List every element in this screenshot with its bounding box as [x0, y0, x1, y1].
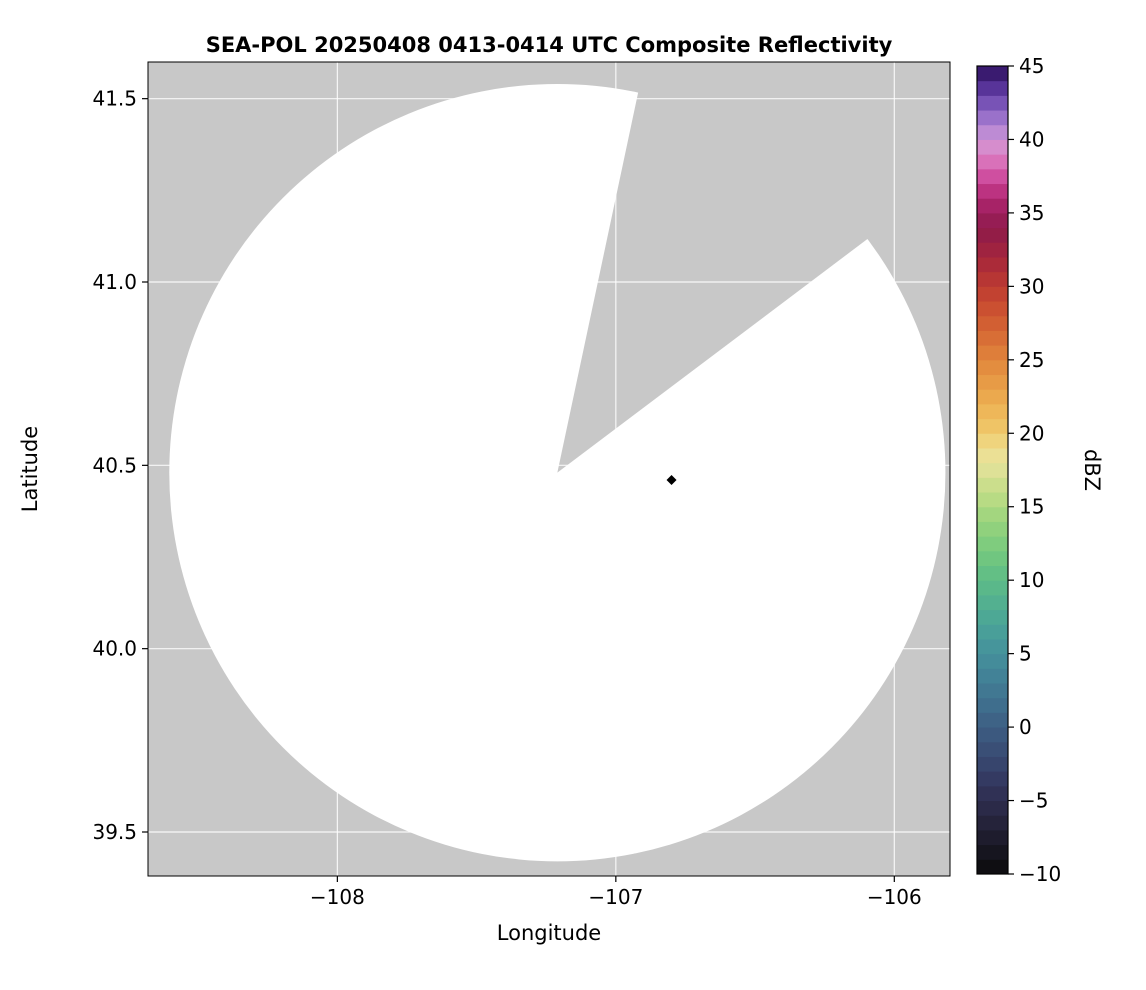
missing-sector-wedge: [557, 62, 950, 473]
x-tick-label: −108: [310, 885, 365, 909]
colorbar-band: [977, 80, 1008, 96]
colorbar-band: [977, 727, 1008, 743]
chart-title: SEA-POL 20250408 0413-0414 UTC Composite…: [205, 33, 893, 57]
colorbar-tick-label: 10: [1019, 568, 1044, 592]
colorbar-band: [977, 66, 1008, 82]
colorbar: 45 40 35 30 25 20 15 10 5 0 −5 −10: [976, 54, 1061, 886]
colorbar-band: [977, 844, 1008, 860]
colorbar-band: [977, 359, 1008, 376]
colorbar-band: [977, 859, 1008, 875]
colorbar-band: [977, 212, 1008, 229]
colorbar-band: [977, 771, 1008, 787]
colorbar-tick-label: 20: [1019, 421, 1044, 445]
colorbar-band: [977, 418, 1008, 434]
colorbar-band: [977, 389, 1008, 405]
colorbar-band: [977, 741, 1008, 757]
colorbar-band: [977, 242, 1008, 258]
colorbar-band: [977, 271, 1008, 287]
colorbar-tick-label: 5: [1019, 642, 1032, 666]
colorbar-band: [977, 286, 1008, 302]
colorbar-band: [977, 624, 1008, 640]
colorbar-band: [977, 301, 1008, 317]
colorbar-band: [977, 829, 1008, 846]
x-tick-label: −107: [588, 885, 643, 909]
colorbar-band: [977, 462, 1008, 478]
colorbar-band: [977, 477, 1008, 493]
x-axis-label: Longitude: [496, 921, 602, 945]
colorbar-band: [977, 345, 1008, 361]
colorbar-tick-label: 45: [1019, 54, 1044, 78]
colorbar-band: [977, 315, 1008, 331]
colorbar-band: [977, 653, 1008, 669]
colorbar-band: [977, 110, 1008, 126]
colorbar-band: [977, 565, 1008, 581]
y-tick-label: 40.0: [92, 637, 137, 661]
colorbar-band: [977, 433, 1008, 449]
colorbar-band: [977, 403, 1008, 420]
colorbar-band: [977, 168, 1008, 185]
colorbar-band: [977, 800, 1008, 816]
colorbar-band: [977, 330, 1008, 346]
colorbar-band: [977, 550, 1008, 566]
colorbar-band: [977, 609, 1008, 625]
plot-area: [148, 62, 950, 876]
colorbar-band: [977, 712, 1008, 728]
colorbar-band: [977, 183, 1008, 199]
colorbar-band: [977, 95, 1008, 111]
colorbar-band: [977, 521, 1008, 537]
colorbar-tick-label: 25: [1019, 348, 1044, 372]
colorbar-band: [977, 124, 1008, 140]
colorbar-band: [977, 815, 1008, 831]
colorbar-tick-label: 30: [1019, 274, 1044, 298]
colorbar-tick-label: 35: [1019, 201, 1044, 225]
colorbar-band: [977, 594, 1008, 611]
colorbar-band: [977, 374, 1008, 390]
colorbar-band: [977, 447, 1008, 464]
colorbar-band: [977, 756, 1008, 772]
colorbar-band: [977, 638, 1008, 655]
colorbar-band: [977, 536, 1008, 552]
colorbar-band: [977, 492, 1008, 508]
colorbar-tick-label: −5: [1019, 789, 1048, 813]
colorbar-band: [977, 256, 1008, 273]
x-tick-label: −106: [867, 885, 922, 909]
colorbar-tick-label: 15: [1019, 495, 1044, 519]
colorbar-band: [977, 227, 1008, 243]
y-tick-label: 40.5: [92, 453, 137, 477]
colorbar-outline: [976, 65, 1009, 875]
colorbar-band: [977, 580, 1008, 596]
y-tick-label: 41.5: [92, 87, 137, 111]
colorbar-tick-label: 0: [1019, 715, 1032, 739]
y-tick-label: 39.5: [92, 820, 137, 844]
colorbar-tick-label: −10: [1019, 862, 1061, 886]
colorbar-band: [977, 506, 1008, 522]
axes-spines: [147, 61, 951, 877]
colorbar-band: [977, 697, 1008, 713]
colorbar-band: [977, 683, 1008, 699]
colorbar-band: [977, 668, 1008, 684]
y-tick-label: 41.0: [92, 270, 137, 294]
colorbar-band: [977, 198, 1008, 214]
colorbar-tick-label: 40: [1019, 127, 1044, 151]
radar-site-marker: [666, 475, 677, 485]
colorbar-band: [977, 785, 1008, 802]
colorbar-band: [977, 139, 1008, 155]
colorbar-band: [977, 154, 1008, 170]
